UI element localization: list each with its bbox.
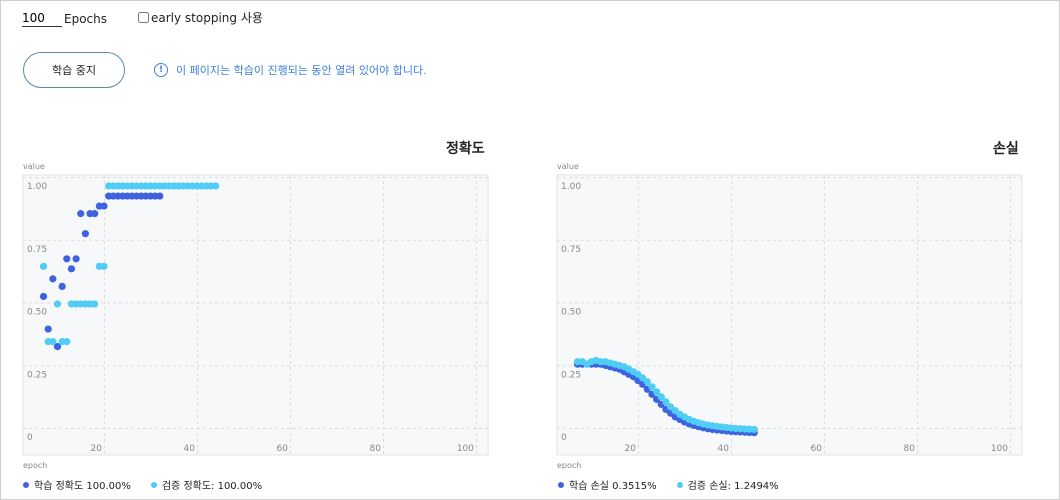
legend-dot-train xyxy=(558,481,564,488)
y-tick-label: 0 xyxy=(27,433,33,443)
x-tick-label: 20 xyxy=(91,444,103,454)
x-axis-label: epoch xyxy=(23,461,47,470)
legend-dot-train xyxy=(23,481,29,488)
y-tick-label: 0.25 xyxy=(27,370,47,380)
x-tick-label: 60 xyxy=(277,444,289,454)
legend-dot-val xyxy=(676,481,683,488)
y-tick-label: 0.50 xyxy=(27,308,47,318)
val-point xyxy=(49,338,57,346)
legend-train-loss-label: 학습 손실 0.3515% xyxy=(569,481,657,492)
val-point xyxy=(53,300,62,308)
epochs-row: Epochs xyxy=(22,10,107,28)
loss-legend: 학습 손실 0.3515% 검증 손실: 1.2494% xyxy=(558,477,799,492)
stop-training-button[interactable]: 학습 중지 xyxy=(23,52,125,88)
legend-train-accuracy-label: 학습 정확도 100.00% xyxy=(34,481,131,492)
train-point xyxy=(53,343,62,351)
accuracy-chart-title: 정확도 xyxy=(446,141,485,157)
legend-val-accuracy-label: 검증 정확도: 100.00% xyxy=(161,481,263,492)
train-point xyxy=(81,230,89,238)
x-tick-label: 40 xyxy=(184,444,196,454)
val-point xyxy=(39,262,48,270)
train-point xyxy=(58,282,66,290)
legend-dot-val xyxy=(150,481,157,488)
train-point xyxy=(67,265,76,273)
legend-train-loss: 학습 손실 0.3515% xyxy=(558,477,657,492)
early-stopping-label: early stopping 사용 xyxy=(151,11,263,25)
train-point xyxy=(63,255,71,263)
val-point xyxy=(212,182,220,190)
train-point xyxy=(72,255,80,263)
train-point xyxy=(100,202,108,210)
y-axis-label: value xyxy=(23,162,45,171)
train-point xyxy=(91,210,99,218)
legend-train-accuracy: 학습 정확도 100.00% xyxy=(23,477,131,492)
loss-chart-title: 손실 xyxy=(993,141,1019,157)
val-point xyxy=(100,262,108,270)
exclamation-circle-icon: ! xyxy=(154,63,168,77)
x-tick-label: 100 xyxy=(457,444,474,454)
train-point xyxy=(49,275,57,283)
val-point xyxy=(91,300,99,308)
val-point xyxy=(63,338,71,346)
train-point xyxy=(44,325,52,333)
early-stopping-checkbox[interactable] xyxy=(138,12,149,23)
x-tick-label: 80 xyxy=(370,444,382,454)
legend-val-loss: 검증 손실: 1.2494% xyxy=(676,477,779,492)
y-tick-label: 0.75 xyxy=(27,245,47,255)
y-tick-label: 1.00 xyxy=(27,182,47,192)
info-message: ! 이 페이지는 학습이 진행되는 동안 열려 있어야 합니다. xyxy=(154,62,427,78)
plot-area xyxy=(22,174,489,456)
info-text: 이 페이지는 학습이 진행되는 동안 열려 있어야 합니다. xyxy=(176,64,427,77)
legend-val-accuracy: 검증 정확도: 100.00% xyxy=(150,477,263,492)
train-point xyxy=(156,192,164,200)
accuracy-legend: 학습 정확도 100.00% 검증 정확도: 100.00% xyxy=(23,477,282,492)
epochs-label: Epochs xyxy=(64,12,107,26)
epochs-input[interactable] xyxy=(22,11,62,27)
legend-val-loss-label: 검증 손실: 1.2494% xyxy=(687,481,779,492)
train-point xyxy=(39,292,48,301)
early-stopping-toggle[interactable]: early stopping 사용 xyxy=(138,9,263,26)
train-point xyxy=(77,210,85,218)
